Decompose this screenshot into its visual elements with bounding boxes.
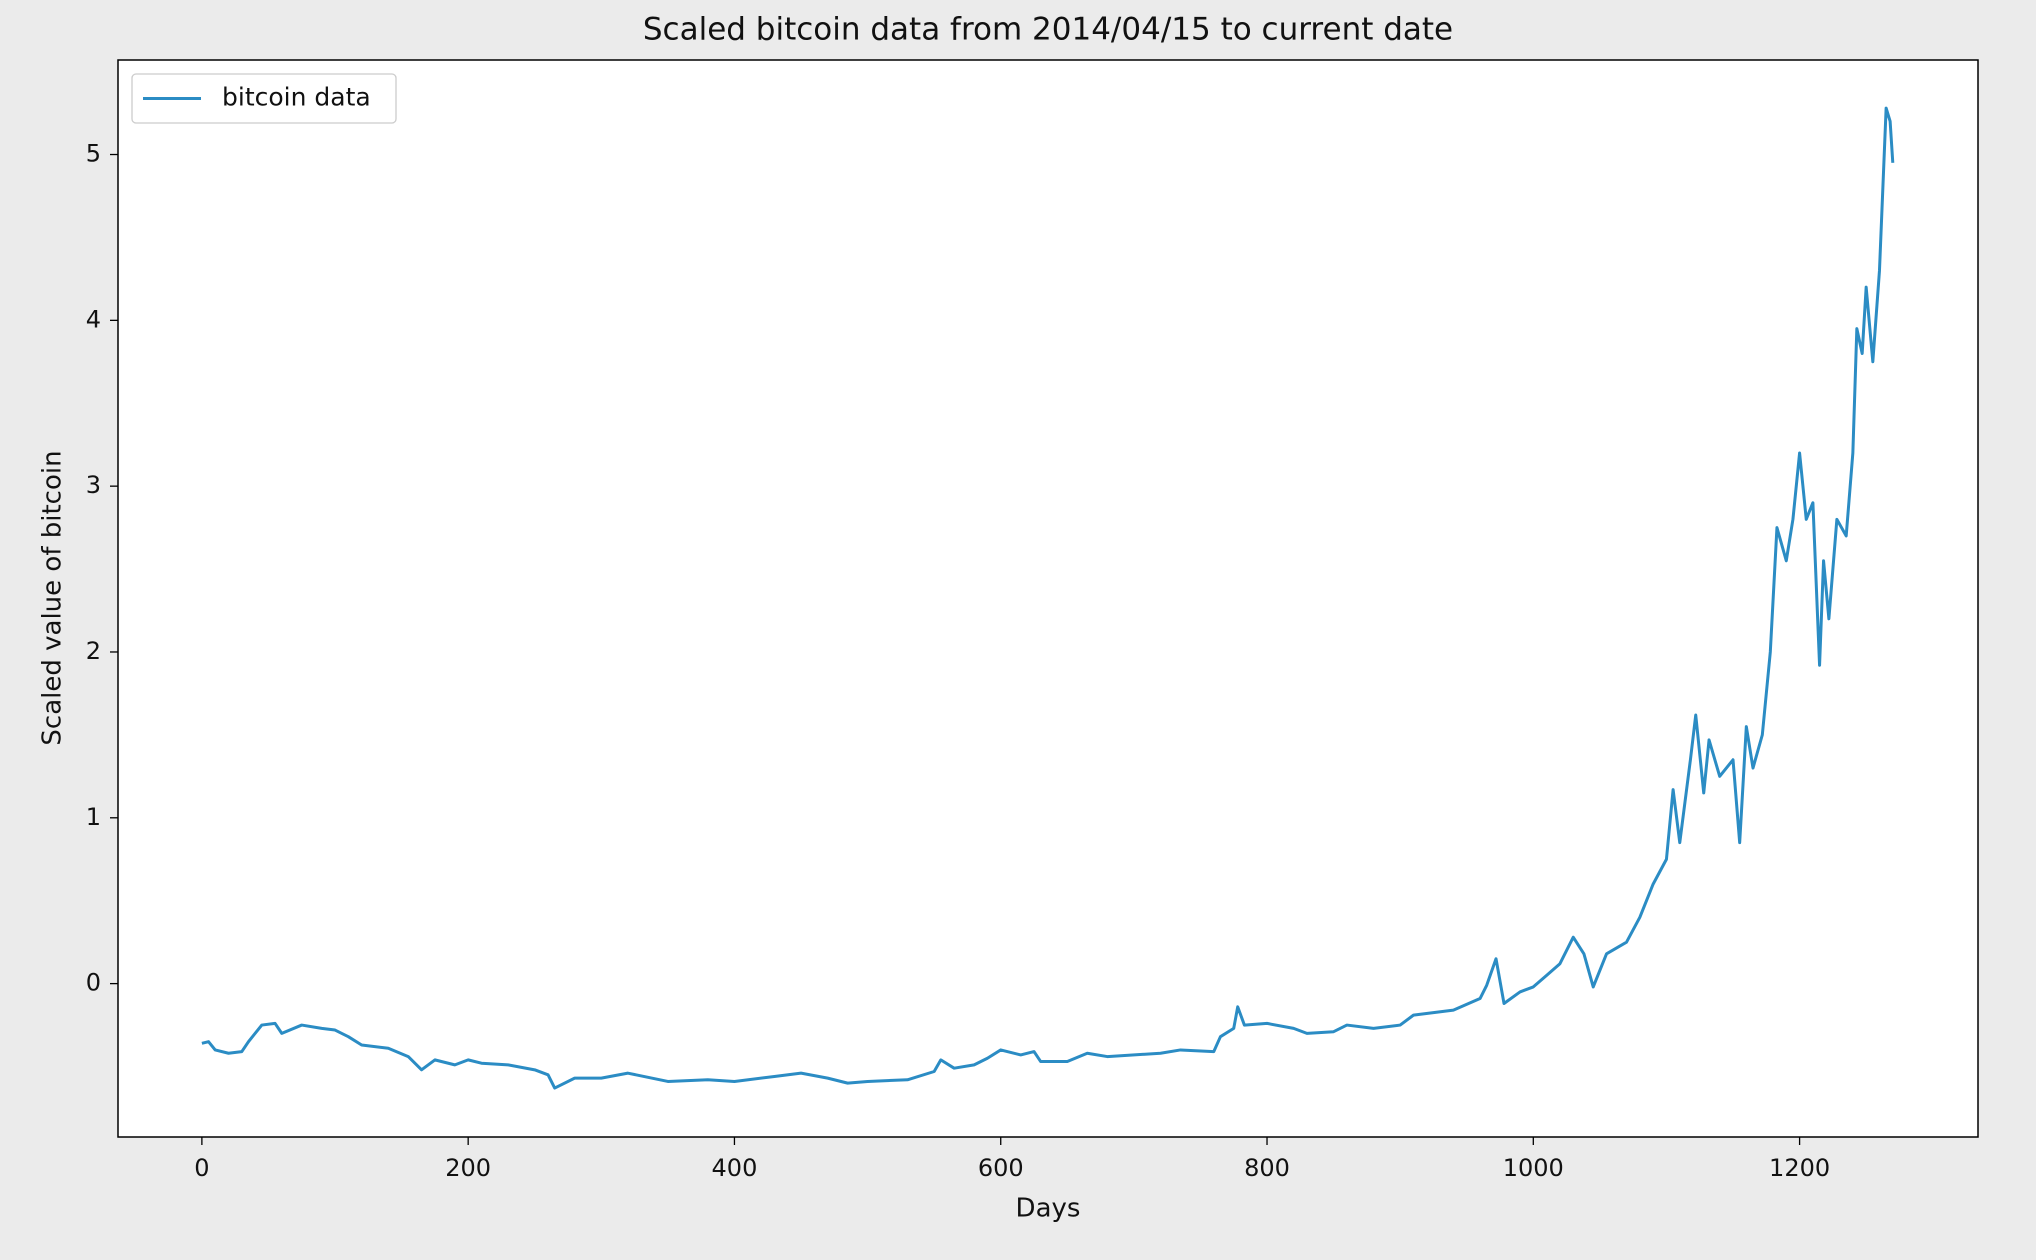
y-tick-label: 3 [86,471,101,499]
y-tick-label: 5 [86,140,101,168]
data-line [201,106,1895,1090]
x-tick-label: 1200 [1769,1154,1830,1182]
y-axis-label: Scaled value of bitcoin [38,450,68,745]
y-tick-label: 1 [86,803,101,831]
y-tick-label: 2 [86,637,101,665]
legend-label: bitcoin data [222,83,371,112]
y-tick-label: 0 [86,969,101,997]
plot-area [118,60,1978,1137]
x-tick-label: 600 [978,1154,1024,1182]
y-tick-label: 4 [86,305,101,333]
x-tick-label: 200 [445,1154,491,1182]
plot-frame [117,59,1979,1138]
x-tick-label: 800 [1244,1154,1290,1182]
x-tick-label: 1000 [1503,1154,1564,1182]
x-tick-label: 400 [712,1154,758,1182]
x-tick-label: 0 [194,1154,209,1182]
legend-box [131,73,397,124]
x-axis-label: Days [1016,1194,1081,1224]
chart-title: Scaled bitcoin data from 2014/04/15 to c… [643,12,1453,48]
